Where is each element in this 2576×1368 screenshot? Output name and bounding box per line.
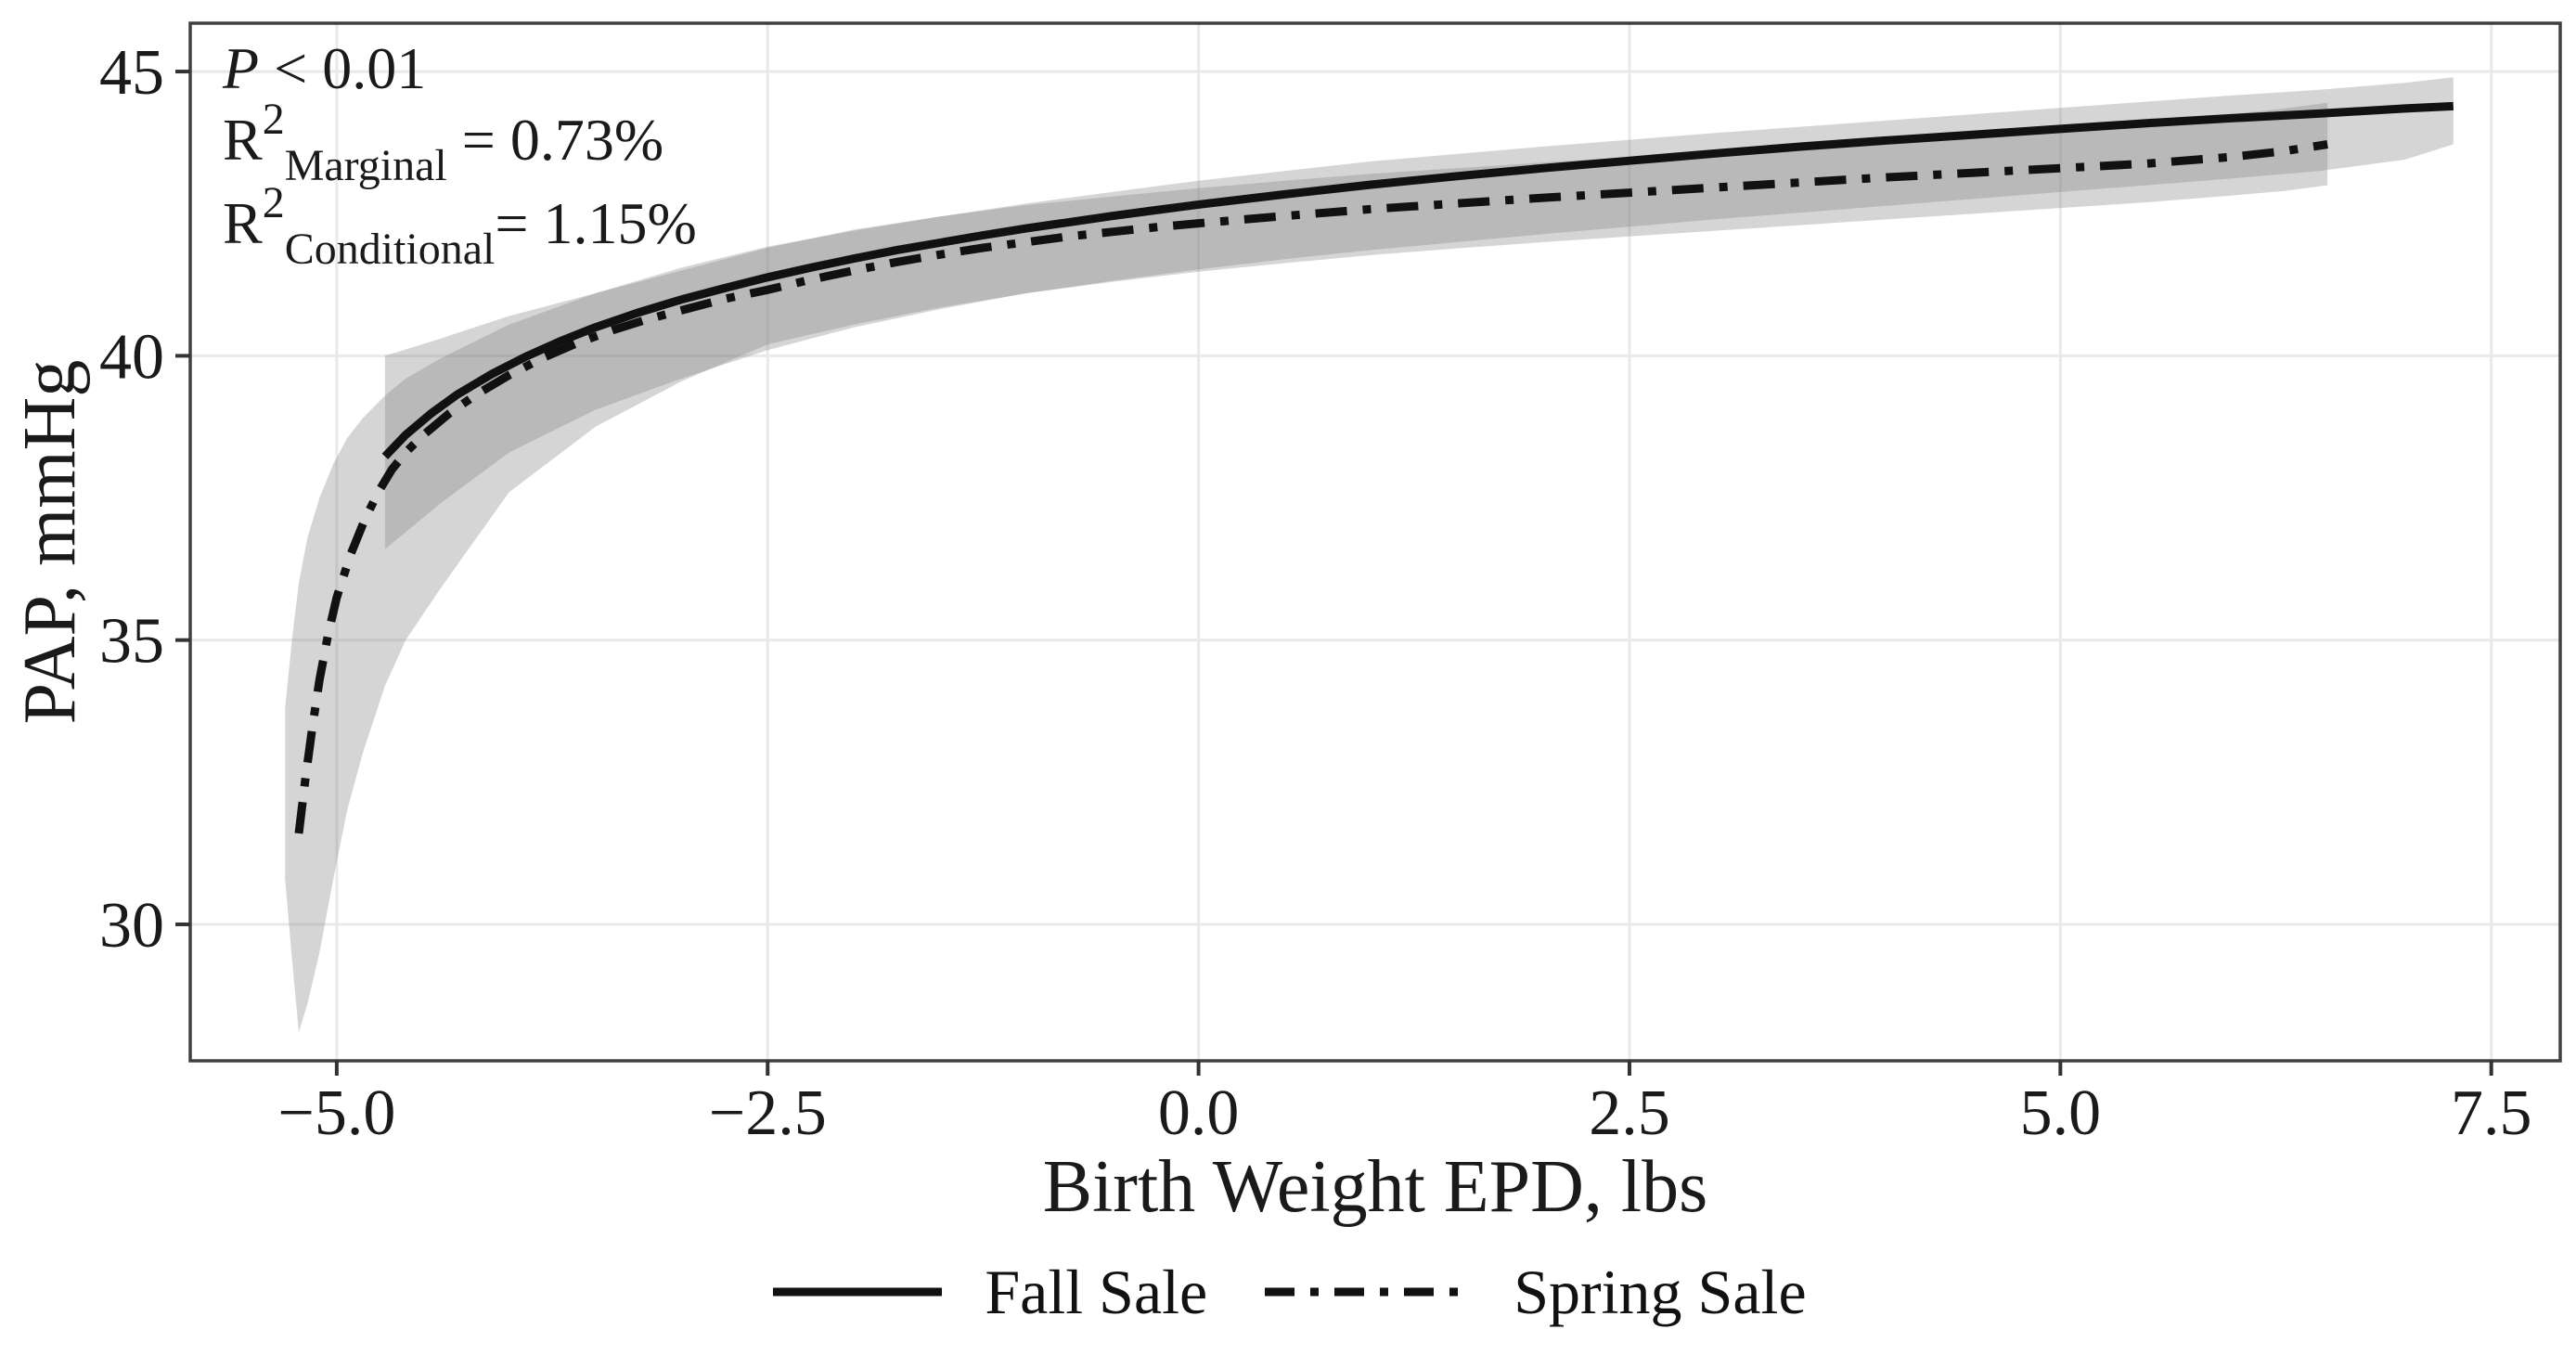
legend-label-fall-sale: Fall Sale — [985, 1257, 1208, 1327]
series-line-spring-sale — [294, 140, 2328, 834]
panel-border — [188, 21, 2562, 1063]
legend-item-fall-sale: Fall Sale — [769, 1260, 1207, 1323]
y-tick-label: 45 — [99, 37, 164, 109]
legend-item-spring-sale: Spring Sale — [1261, 1257, 1807, 1327]
y-tick-label: 40 — [99, 321, 164, 393]
y-axis: 30 35 40 45 — [99, 37, 190, 961]
x-axis: −5.0 −2.5 0.0 2.5 5.0 7.5 — [277, 1061, 2531, 1149]
confidence-bands — [285, 77, 2454, 1033]
confidence-band-spring-sale — [285, 102, 2328, 1033]
r2-conditional-text: R2Conditional= 1.15% — [223, 178, 697, 274]
confidence-band-fall-sale — [384, 77, 2454, 549]
p-value-text: P < 0.01 — [222, 35, 426, 101]
x-tick-label: −5.0 — [277, 1078, 395, 1149]
y-axis-title: PAP, mmHg — [9, 360, 91, 725]
x-tick-label: 0.0 — [1158, 1078, 1240, 1149]
series-line-fall-sale — [381, 101, 2454, 459]
series-lines — [294, 101, 2454, 834]
solid-line-swatch-icon — [773, 1287, 943, 1297]
legend-label-spring-sale: Spring Sale — [1513, 1257, 1807, 1327]
dash-dot-line-swatch-icon — [1265, 1287, 1472, 1297]
gridlines — [190, 23, 2560, 1061]
r2-marginal-text: R2Marginal = 0.73% — [223, 95, 663, 190]
x-tick-label: 5.0 — [2020, 1078, 2102, 1149]
y-tick-label: 30 — [99, 890, 164, 961]
legend: Fall Sale Spring Sale — [0, 1260, 2576, 1323]
y-tick-label: 35 — [99, 606, 164, 678]
x-tick-label: −2.5 — [709, 1078, 827, 1149]
x-tick-label: 7.5 — [2451, 1078, 2532, 1149]
x-axis-title: Birth Weight EPD, lbs — [1043, 1146, 1708, 1228]
x-tick-label: 2.5 — [1589, 1078, 1670, 1149]
